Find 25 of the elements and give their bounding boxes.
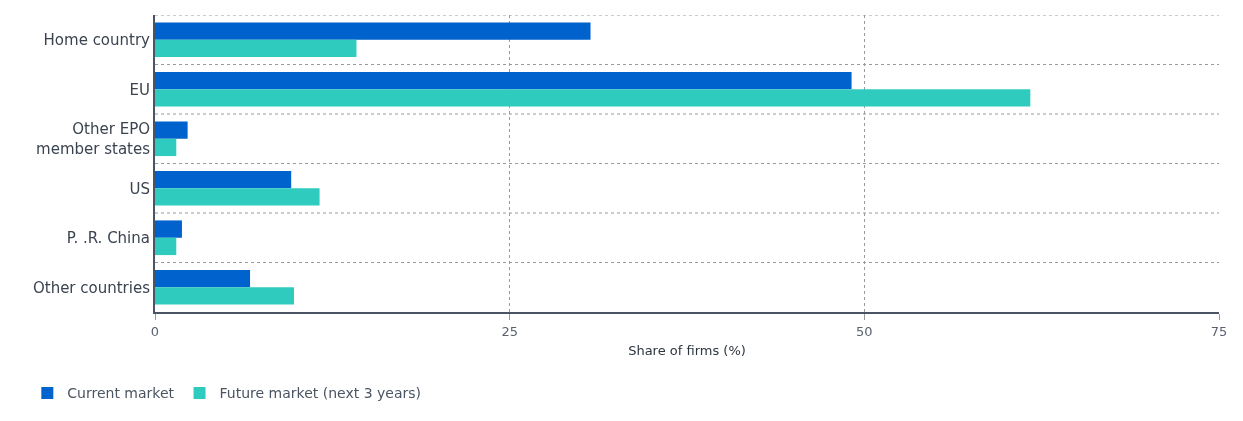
x-tick-label: 25 xyxy=(501,323,518,339)
bar xyxy=(155,71,852,90)
x-axis-title: Share of firms (%) xyxy=(628,342,746,358)
bar xyxy=(155,121,188,139)
x-tick-label: 75 xyxy=(1210,323,1228,339)
x-tick-label: 50 xyxy=(856,323,873,339)
y-tick-label: Other countries xyxy=(32,278,151,297)
bar xyxy=(155,287,295,305)
y-tick-label: P. .R. China xyxy=(66,229,150,247)
bar xyxy=(155,220,182,238)
y-tick-label: Home country xyxy=(43,31,151,49)
bar xyxy=(155,188,320,206)
bar xyxy=(155,237,177,256)
bar xyxy=(155,89,1031,107)
legend-label: Current market xyxy=(67,385,175,402)
bar xyxy=(155,22,591,40)
bar xyxy=(155,269,251,288)
bar xyxy=(155,170,292,189)
y-tick-label: US xyxy=(129,179,150,198)
x-tick-label: 0 xyxy=(150,323,160,339)
bar xyxy=(155,138,177,157)
bar xyxy=(155,39,357,58)
legend-label: Future market (next 3 years) xyxy=(219,385,421,402)
y-tick-label: Other EPO member states xyxy=(36,120,151,158)
y-tick-label: EU xyxy=(129,80,150,99)
